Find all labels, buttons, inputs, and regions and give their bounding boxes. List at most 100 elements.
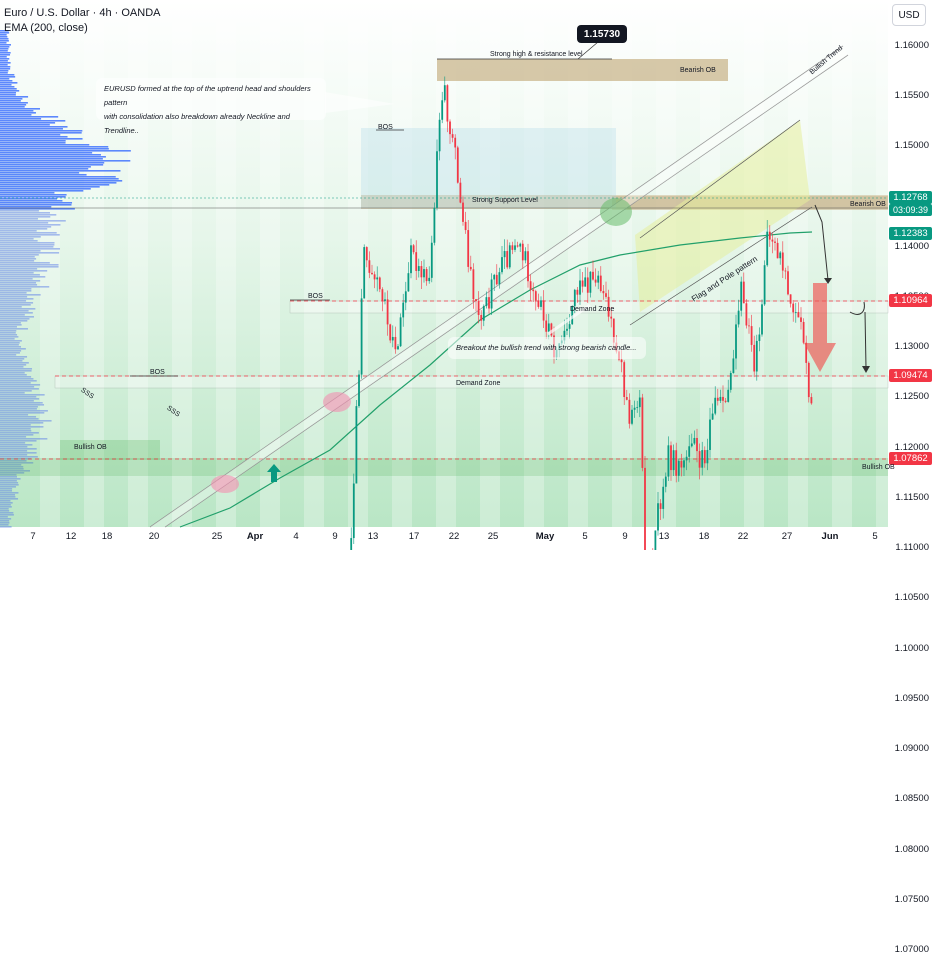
volume-bar (0, 174, 87, 176)
volume-bar (0, 456, 38, 458)
volume-bar (0, 166, 91, 168)
volume-bar (0, 44, 11, 46)
candle-body (620, 359, 623, 363)
volume-bar (0, 240, 38, 242)
volume-bar (0, 96, 29, 98)
candle-body (628, 399, 631, 424)
volume-bar (0, 30, 9, 32)
candle-body (763, 265, 766, 305)
ema-line[interactable] (179, 231, 813, 528)
volume-bar (0, 32, 10, 34)
volume-bar (0, 248, 61, 250)
price-chart[interactable] (0, 0, 932, 550)
candle-body (636, 407, 639, 408)
candle-body (446, 85, 449, 122)
volume-bar (0, 300, 27, 302)
volume-bar (0, 510, 10, 512)
trend-line-lower[interactable] (164, 54, 849, 528)
volume-bar (0, 496, 16, 498)
symbol-title[interactable]: Euro / U.S. Dollar · 4h · OANDA (4, 7, 161, 19)
candle-body (443, 85, 446, 101)
volume-bar (0, 502, 13, 504)
bullish-arrow (267, 464, 281, 482)
volume-bar (0, 432, 39, 434)
currency-button[interactable]: USD (892, 4, 926, 26)
volume-bar (0, 380, 37, 382)
volume-bar (0, 412, 45, 414)
volume-bar (0, 202, 73, 204)
candle-body (384, 299, 386, 301)
volume-profile (0, 30, 131, 528)
indicator-label[interactable]: EMA (200, close) (4, 22, 88, 34)
candle-body (495, 274, 498, 285)
time-tick-label: 27 (781, 531, 793, 542)
trend-line-upper[interactable] (149, 45, 844, 528)
volume-bar (0, 426, 44, 428)
volume-bar (0, 88, 17, 90)
volume-bar (0, 498, 19, 500)
bearish-ob-top-zone[interactable] (437, 59, 728, 81)
volume-bar (0, 98, 23, 100)
badge-pointer (577, 41, 599, 60)
volume-bar (0, 212, 51, 214)
candle-body (597, 275, 600, 283)
volume-bar (0, 254, 39, 256)
volume-bar (0, 60, 8, 62)
candle-body (602, 291, 605, 294)
countdown-tag: 03:09:39 (889, 204, 932, 216)
volume-bar (0, 374, 27, 376)
flag-line-upper[interactable] (639, 119, 801, 239)
candle-body (727, 389, 730, 402)
price-tick-label: 1.11000 (895, 542, 929, 553)
level-tag-2: 1.09474 (889, 369, 932, 382)
bullish-ob-bottom-zone[interactable] (0, 458, 888, 476)
candle-body (709, 419, 711, 450)
bullish-ob-left-zone[interactable] (60, 440, 160, 460)
candle-body (363, 247, 366, 299)
candle-body (807, 362, 810, 398)
volume-bar (0, 58, 10, 60)
volume-bar (0, 62, 11, 64)
time-tick-label: 9 (622, 531, 628, 542)
volume-bar (0, 214, 57, 216)
time-tick-label: 13 (367, 531, 379, 542)
volume-bar (0, 68, 11, 70)
flag-line-lower[interactable] (629, 206, 813, 326)
candle-body (761, 304, 763, 335)
candle-body (529, 281, 532, 290)
candle-body (378, 277, 381, 290)
candle-body (755, 340, 758, 372)
candle-body (573, 289, 576, 307)
volume-bar (0, 308, 36, 310)
volume-bar (0, 480, 17, 482)
volume-bar (0, 472, 25, 474)
volume-bar (0, 418, 39, 420)
price-tick-label: 1.09000 (894, 743, 929, 754)
candle-body (511, 245, 514, 250)
volume-bar (0, 292, 27, 294)
analysis-note-line-1: EURUSD formed at the top of the uptrend … (104, 84, 311, 107)
volume-bar (0, 336, 19, 338)
stripe (84, 0, 104, 527)
candle-body (358, 374, 360, 407)
volume-bar (0, 110, 34, 112)
candle-body (524, 251, 527, 261)
candle-body (482, 306, 485, 321)
volume-bar (0, 144, 90, 146)
price-tick-label: 1.12000 (894, 441, 929, 453)
candle-body (740, 281, 743, 311)
candle-body (456, 147, 459, 183)
stripe (216, 0, 236, 527)
volume-bar (0, 42, 7, 44)
volume-bar (0, 222, 49, 224)
candle-body (407, 273, 410, 292)
candle-body (472, 269, 475, 300)
volume-bar (0, 470, 30, 472)
candle-body (576, 289, 579, 295)
volume-bar (0, 54, 11, 56)
candle-body (368, 260, 371, 273)
candle-body (449, 121, 451, 135)
volume-bar (0, 274, 40, 276)
projection-path-2 (849, 301, 865, 315)
